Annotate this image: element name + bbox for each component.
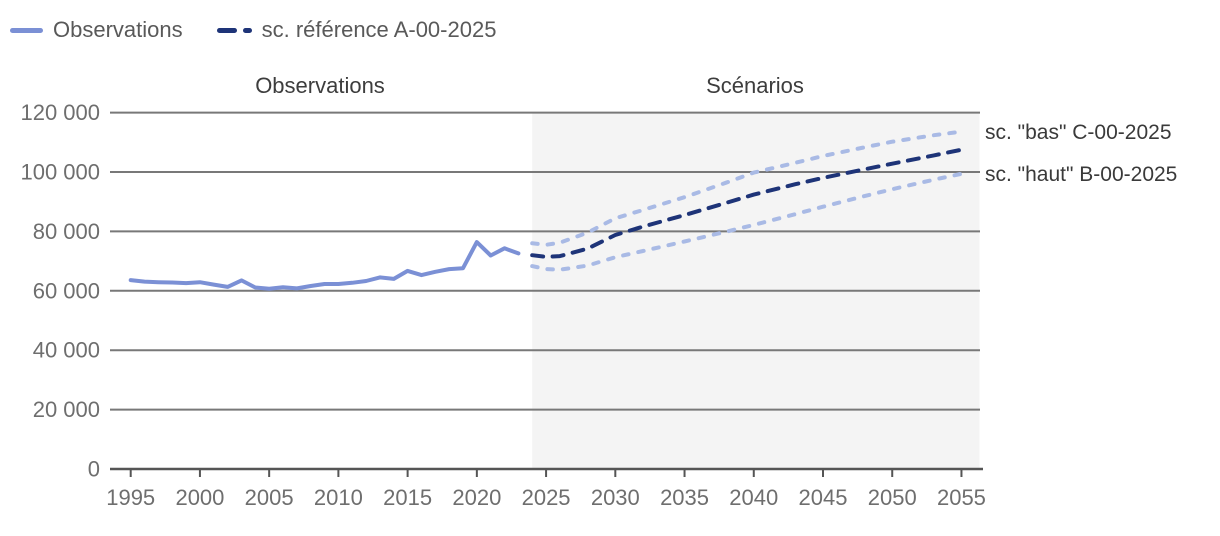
x-tick-label: 2010	[314, 485, 363, 510]
section-title-observations: Observations	[255, 73, 385, 98]
annotation-sc-haut: sc. "haut" B-00-2025	[985, 163, 1177, 186]
series-observations	[128, 240, 521, 291]
x-tick-label: 2055	[937, 485, 986, 510]
data-series	[128, 129, 964, 291]
x-tick-label: 2035	[660, 485, 709, 510]
series-scenario	[530, 171, 964, 272]
y-tick-label: 60 000	[33, 278, 100, 303]
chart-legend: Observations sc. référence A-00-2025	[10, 17, 496, 43]
y-tick-label: 0	[88, 457, 100, 482]
x-tick-label: 2050	[868, 485, 917, 510]
legend-label-reference: sc. référence A-00-2025	[261, 17, 497, 42]
legend-item-reference: sc. référence A-00-2025	[216, 17, 497, 43]
x-tick-label: 2040	[729, 485, 778, 510]
axis-tick-labels: 0 20 000 40 000 60 000 80 000 100 000 120 000 1…	[20, 100, 985, 510]
x-tick-label: 2000	[175, 485, 224, 510]
x-tick-label: 2045	[799, 485, 848, 510]
legend-label-observations: Observations	[53, 17, 183, 42]
series-scenario	[530, 129, 964, 247]
y-tick-label: 120 000	[20, 100, 100, 125]
gridlines	[110, 111, 980, 411]
y-tick-label: 100 000	[20, 160, 100, 185]
legend-dashed-line-icon	[216, 27, 252, 33]
x-tick-label: 1995	[106, 485, 155, 510]
x-tick-label: 2015	[383, 485, 432, 510]
section-title-scenarios: Scénarios	[706, 73, 804, 98]
legend-item-observations: Observations	[10, 17, 183, 43]
x-tick-label: 2030	[591, 485, 640, 510]
y-tick-label: 40 000	[33, 338, 100, 363]
x-tick-label: 2025	[522, 485, 571, 510]
x-tick-label: 2005	[245, 485, 294, 510]
y-tick-label: 80 000	[33, 219, 100, 244]
x-axis	[110, 467, 983, 477]
x-tick-label: 2020	[452, 485, 501, 510]
annotation-sc-bas: sc. "bas" C-00-2025	[985, 121, 1172, 144]
legend-solid-line-icon	[10, 27, 43, 33]
y-tick-label: 20 000	[33, 397, 100, 422]
